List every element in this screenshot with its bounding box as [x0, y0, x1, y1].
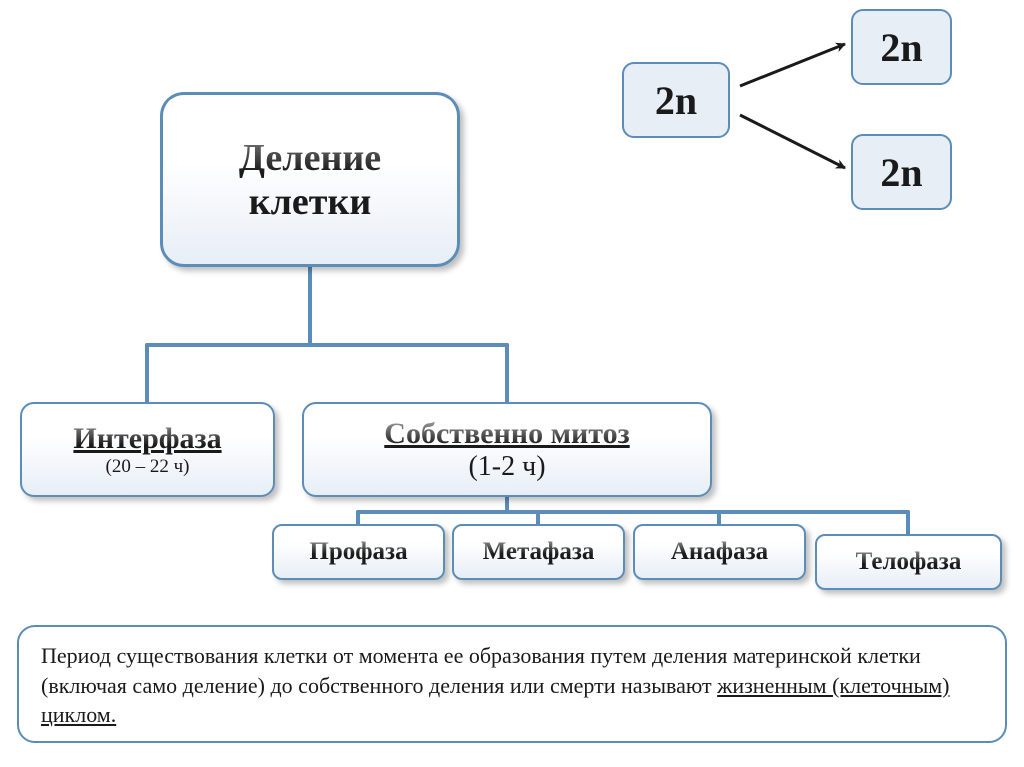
metaphase-label: Метафаза: [483, 538, 595, 566]
ploidy-parent-label: 2n: [655, 77, 697, 124]
mitosis-sub: (1-2 ч): [468, 451, 545, 483]
interphase-title: Интерфаза: [73, 422, 221, 456]
ploidy-parent: 2n: [622, 62, 730, 138]
node-mitosis: Собственно митоз (1-2 ч): [302, 402, 712, 497]
node-prophase: Профаза: [272, 524, 445, 580]
prophase-label: Профаза: [309, 538, 407, 566]
ploidy-arrows: [740, 44, 845, 168]
root-line2: клетки: [249, 180, 372, 224]
node-interphase: Интерфаза (20 – 22 ч): [20, 402, 275, 497]
node-anaphase: Анафаза: [633, 524, 806, 580]
root-line1: Деление: [239, 136, 381, 180]
ploidy-child2-label: 2n: [880, 149, 922, 196]
ploidy-child1-label: 2n: [880, 24, 922, 71]
anaphase-label: Анафаза: [671, 538, 768, 566]
root-node-cell-division: Деление клетки: [160, 92, 460, 267]
node-metaphase: Метафаза: [452, 524, 625, 580]
telophase-label: Телофаза: [856, 548, 962, 576]
interphase-sub: (20 – 22 ч): [106, 456, 190, 478]
mitosis-title: Собственно митоз: [384, 417, 629, 451]
ploidy-child-2: 2n: [851, 134, 952, 210]
node-telophase: Телофаза: [815, 534, 1002, 590]
definition-box: Период существования клетки от момента е…: [17, 625, 1007, 743]
ploidy-child-1: 2n: [851, 9, 952, 85]
